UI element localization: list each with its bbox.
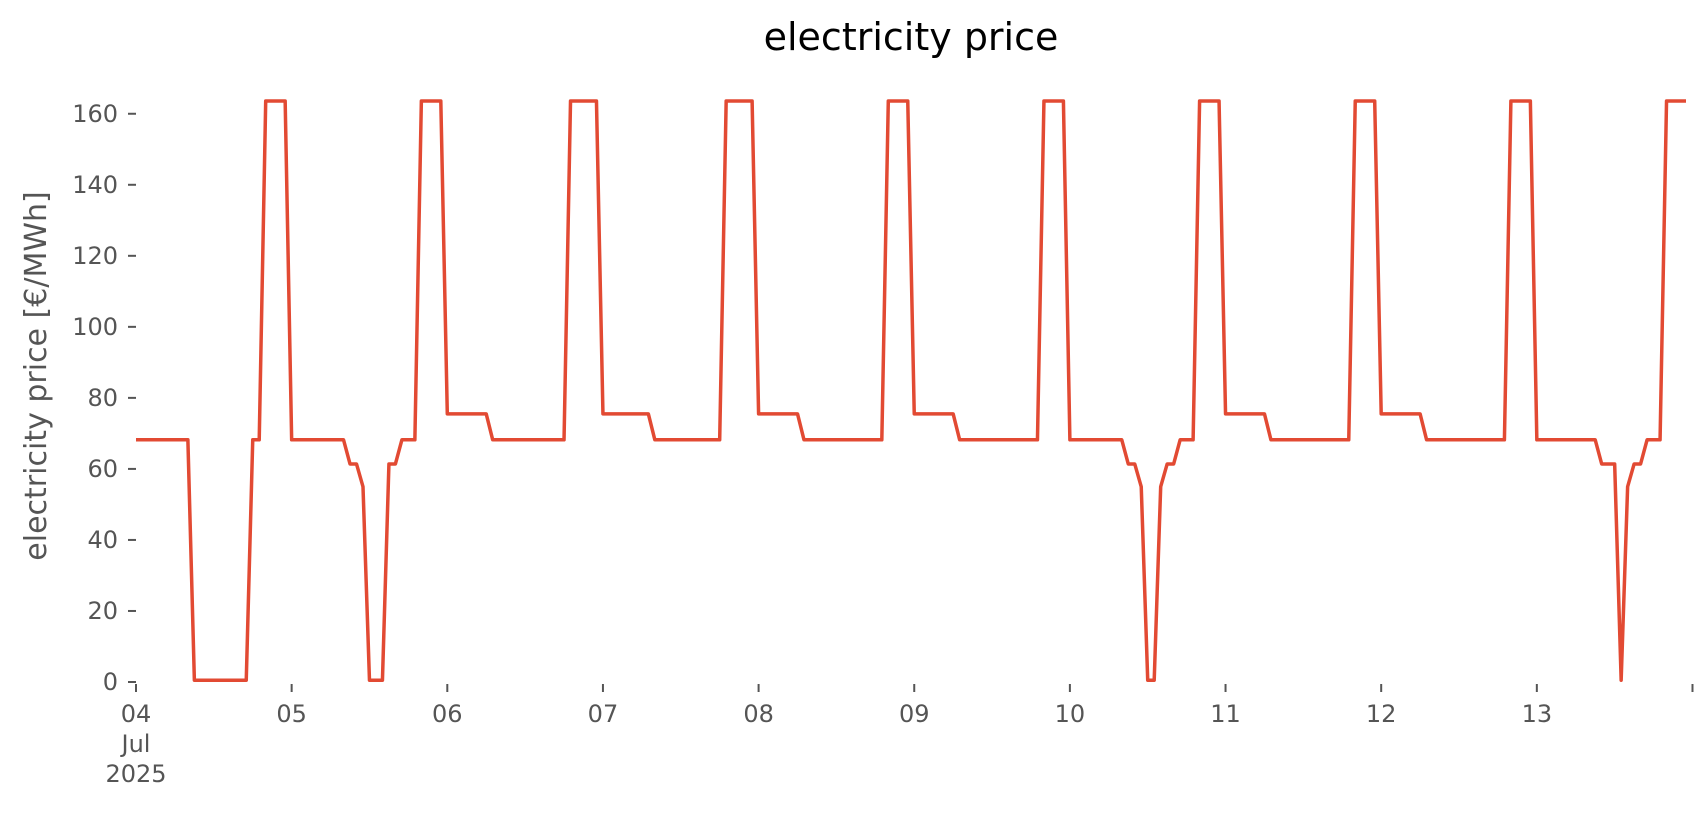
plot-area [136, 99, 1686, 682]
y-tick-label: 100 [72, 313, 118, 341]
y-tick-label: 60 [87, 455, 118, 483]
y-tick-label: 80 [87, 384, 118, 412]
y-tick-label: 120 [72, 242, 118, 270]
x-tick-label: 12 [1366, 700, 1397, 728]
chart-title: electricity price [764, 15, 1059, 59]
x-tick-label: 05 [276, 700, 307, 728]
y-tick-label: 40 [87, 526, 118, 554]
x-tick-label: 11 [1210, 700, 1241, 728]
y-tick-label: 160 [72, 100, 118, 128]
y-tick-label: 0 [103, 668, 118, 696]
x-tick-label: 09 [899, 700, 930, 728]
x-tick-label: 08 [743, 700, 774, 728]
x-tick-label: 10 [1055, 700, 1086, 728]
y-tick-label: 140 [72, 171, 118, 199]
x-tick-label: 06 [432, 700, 463, 728]
x-tick-label: 04 [121, 700, 152, 728]
y-axis: 0 20 40 60 80 100 120 140 160 [72, 100, 136, 696]
x-tick-label: 2025 [105, 760, 166, 788]
x-tick-label: 13 [1522, 700, 1553, 728]
y-tick-label: 20 [87, 597, 118, 625]
x-tick-label: 07 [588, 700, 619, 728]
x-tick-label: Jul [120, 730, 151, 758]
y-axis-label: electricity price [€/MWh] [19, 191, 54, 560]
price-series-line [136, 99, 1686, 682]
